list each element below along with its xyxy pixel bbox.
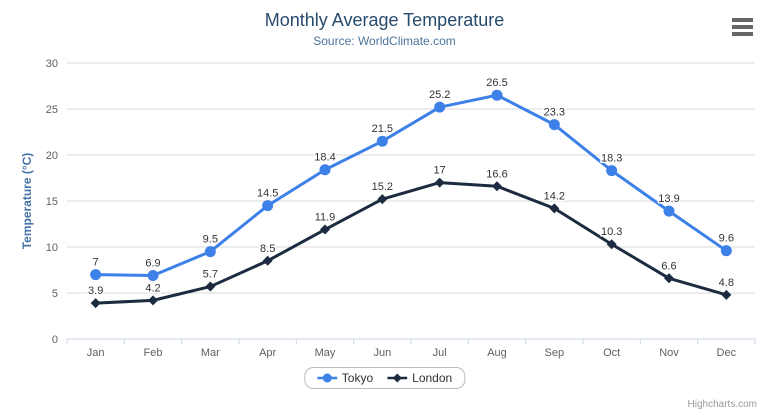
data-point-tokyo[interactable] bbox=[90, 269, 102, 281]
legend: Tokyo London bbox=[303, 367, 466, 389]
legend-label-tokyo: Tokyo bbox=[341, 371, 374, 385]
data-label: 18.3 bbox=[601, 153, 622, 165]
data-label: 13.9 bbox=[658, 193, 679, 205]
data-label: 17 bbox=[434, 165, 446, 177]
data-label: 11.9 bbox=[315, 212, 336, 224]
y-axis-tick-label: 25 bbox=[46, 104, 58, 116]
data-point-tokyo[interactable] bbox=[663, 205, 675, 217]
data-label: 8.5 bbox=[260, 243, 275, 255]
data-point-london[interactable] bbox=[377, 194, 388, 205]
data-label: 26.5 bbox=[486, 77, 507, 89]
data-label: 6.9 bbox=[145, 258, 160, 270]
data-point-london[interactable] bbox=[148, 295, 158, 306]
data-point-tokyo[interactable] bbox=[204, 246, 216, 258]
x-axis-label: Apr bbox=[259, 347, 276, 359]
x-axis-label: Nov bbox=[659, 347, 679, 359]
y-axis-tick-label: 0 bbox=[52, 334, 58, 346]
data-label: 21.5 bbox=[372, 123, 393, 135]
chart-title: Monthly Average Temperature bbox=[264, 10, 505, 30]
x-axis-label: Oct bbox=[603, 347, 620, 359]
x-axis-label: Jun bbox=[373, 347, 391, 359]
data-point-london[interactable] bbox=[90, 298, 101, 309]
data-label: 5.7 bbox=[203, 269, 218, 281]
y-axis-tick-label: 15 bbox=[46, 196, 58, 208]
data-label: 25.2 bbox=[429, 89, 450, 101]
x-axis-label: Mar bbox=[201, 347, 220, 359]
chart-subtitle: Source: WorldClimate.com bbox=[313, 34, 456, 48]
data-label: 6.6 bbox=[661, 260, 676, 272]
data-point-london[interactable] bbox=[320, 224, 330, 235]
data-point-london[interactable] bbox=[262, 255, 273, 266]
data-point-london[interactable] bbox=[205, 281, 216, 292]
series-line-tokyo bbox=[94, 93, 728, 278]
data-label: 10.3 bbox=[601, 226, 622, 238]
data-point-tokyo[interactable] bbox=[262, 200, 274, 212]
data-point-london[interactable] bbox=[664, 273, 674, 284]
legend-label-london: London bbox=[412, 371, 453, 385]
data-label: 4.2 bbox=[145, 282, 160, 294]
data-point-tokyo[interactable] bbox=[720, 245, 732, 257]
data-label: 9.5 bbox=[203, 234, 218, 246]
data-label: 4.8 bbox=[719, 277, 734, 289]
hamburger-icon bbox=[732, 25, 753, 29]
x-axis-label: Jan bbox=[87, 347, 105, 359]
chart-context-menu-button[interactable] bbox=[728, 14, 757, 40]
x-axis-label: Feb bbox=[144, 347, 163, 359]
credits-link[interactable]: Highcharts.com bbox=[687, 399, 757, 410]
x-axis-label: Jul bbox=[433, 347, 447, 359]
data-point-london[interactable] bbox=[606, 239, 617, 250]
london-series-marker-icon bbox=[387, 372, 408, 384]
legend-marker-symbol bbox=[392, 373, 402, 383]
x-axis-label: May bbox=[315, 347, 336, 359]
data-point-london[interactable] bbox=[549, 203, 560, 214]
data-point-london[interactable] bbox=[434, 177, 445, 188]
hamburger-icon bbox=[732, 32, 753, 36]
legend-marker-symbol bbox=[322, 373, 332, 383]
data-point-tokyo[interactable] bbox=[147, 270, 159, 282]
x-axis-label: Sep bbox=[545, 347, 565, 359]
data-label: 7 bbox=[93, 257, 99, 269]
data-label: 9.6 bbox=[719, 233, 734, 245]
data-point-tokyo[interactable] bbox=[548, 119, 560, 131]
legend-item-tokyo[interactable]: Tokyo bbox=[316, 371, 374, 385]
y-axis-tick-label: 10 bbox=[46, 242, 58, 254]
data-point-london[interactable] bbox=[721, 289, 732, 300]
diamond-marker-glyph bbox=[387, 373, 408, 383]
y-axis-tick-label: 5 bbox=[52, 288, 58, 300]
circle-marker-glyph bbox=[316, 373, 337, 383]
data-label: 3.9 bbox=[88, 285, 103, 297]
data-label: 16.6 bbox=[486, 168, 507, 180]
data-point-tokyo[interactable] bbox=[606, 165, 618, 177]
data-label: 14.5 bbox=[257, 188, 278, 200]
data-point-tokyo[interactable] bbox=[491, 89, 503, 101]
data-label: 23.3 bbox=[544, 107, 565, 119]
hamburger-icon bbox=[732, 18, 753, 22]
data-label: 18.4 bbox=[314, 152, 335, 164]
x-axis-label: Dec bbox=[717, 347, 737, 359]
y-axis-tick-label: 20 bbox=[46, 150, 58, 162]
data-point-london[interactable] bbox=[492, 181, 502, 192]
data-label: 15.2 bbox=[372, 181, 393, 193]
legend-item-london[interactable]: London bbox=[387, 371, 452, 385]
data-point-tokyo[interactable] bbox=[434, 101, 446, 113]
y-axis-tick-label: 30 bbox=[46, 58, 58, 70]
x-axis-label: Aug bbox=[487, 347, 507, 359]
tokyo-series-marker-icon bbox=[316, 372, 337, 384]
data-label: 14.2 bbox=[544, 190, 565, 202]
series-line-london bbox=[94, 181, 728, 305]
data-point-tokyo[interactable] bbox=[319, 164, 331, 176]
data-point-tokyo[interactable] bbox=[376, 135, 388, 147]
